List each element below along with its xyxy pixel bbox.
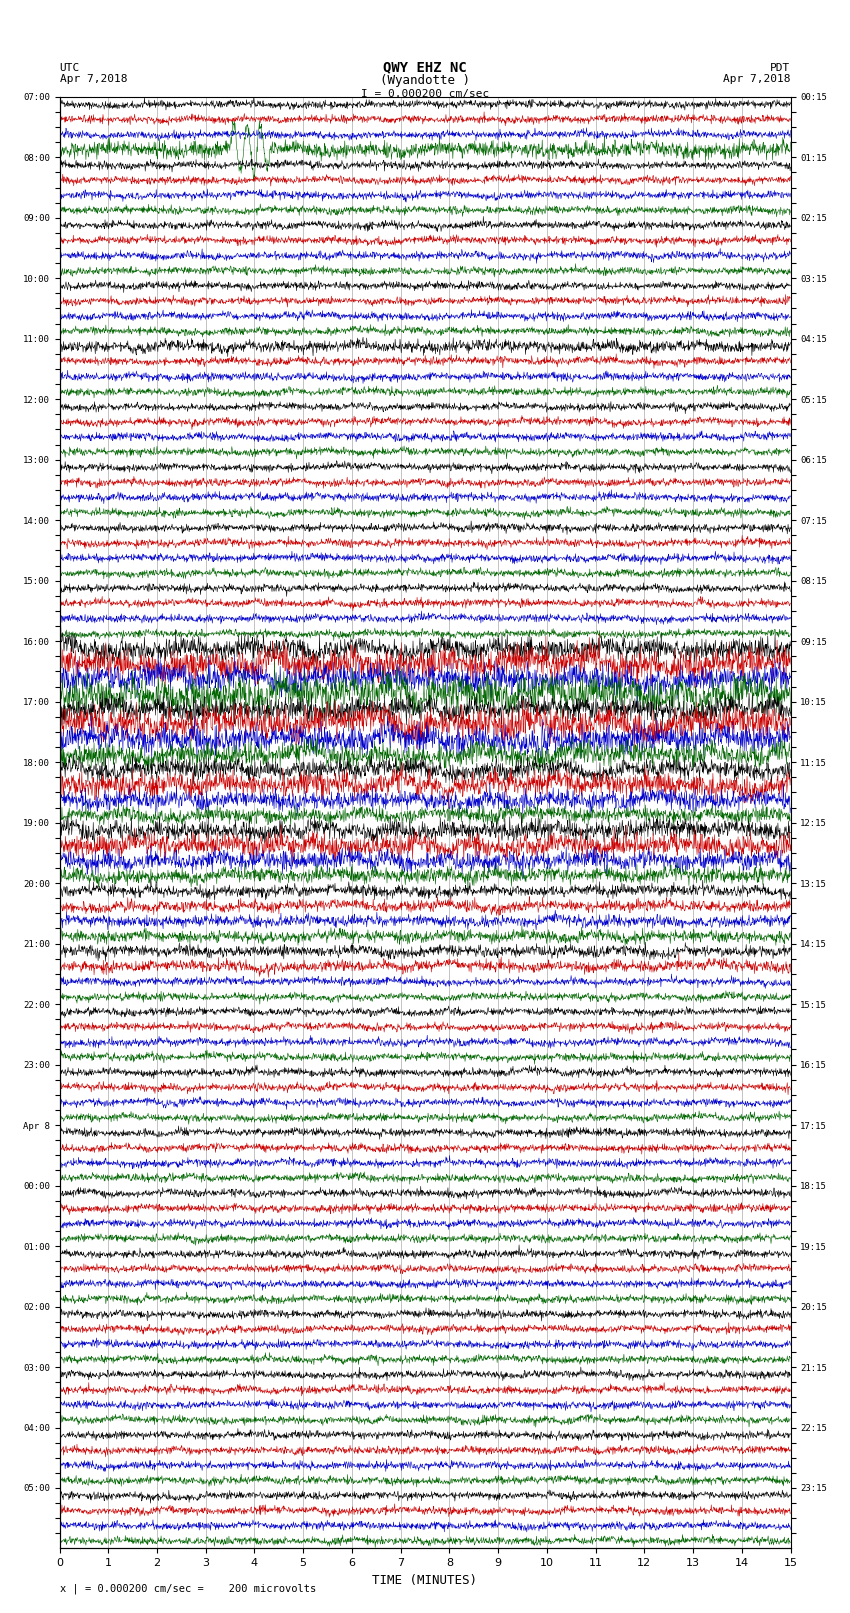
Text: x | = 0.000200 cm/sec =    200 microvolts: x | = 0.000200 cm/sec = 200 microvolts (60, 1584, 315, 1594)
X-axis label: TIME (MINUTES): TIME (MINUTES) (372, 1574, 478, 1587)
Text: I = 0.000200 cm/sec: I = 0.000200 cm/sec (361, 89, 489, 98)
Text: Apr 7,2018: Apr 7,2018 (723, 74, 791, 84)
Text: QWY EHZ NC: QWY EHZ NC (383, 61, 467, 74)
Text: UTC: UTC (60, 63, 80, 73)
Text: PDT: PDT (770, 63, 790, 73)
Text: Apr 7,2018: Apr 7,2018 (60, 74, 127, 84)
Text: (Wyandotte ): (Wyandotte ) (380, 74, 470, 87)
